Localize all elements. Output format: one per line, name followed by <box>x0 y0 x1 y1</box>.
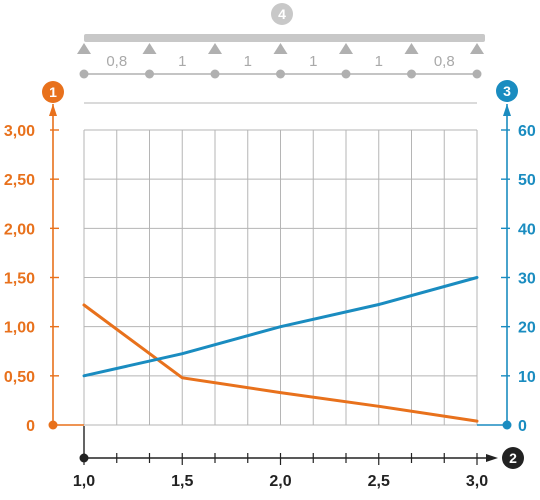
right-axis-arrow <box>503 104 511 116</box>
series-line-left <box>82 303 479 423</box>
x-axis-tick-label: 1,5 <box>171 473 193 490</box>
support-triangle <box>404 43 419 54</box>
support-triangle <box>208 43 222 54</box>
left-axis-tick-label: 2,50 <box>4 172 35 189</box>
right-axis-marker-circle <box>496 80 518 102</box>
span-label: 1 <box>178 53 186 70</box>
x-axis-tick-label: 1,0 <box>73 473 95 490</box>
right-axis-tick-label: 60 <box>518 123 536 140</box>
series-line-right <box>82 276 479 378</box>
right-axis-tick-label: 10 <box>518 369 536 386</box>
left-origin-dot <box>48 420 58 430</box>
left-axis-marker-label: 1 <box>49 84 57 100</box>
beam-bar <box>84 34 485 42</box>
beam-marker-circle <box>271 3 293 25</box>
x-axis-tick-label: 2,0 <box>269 473 291 490</box>
support-triangle <box>339 43 353 54</box>
span-label: 1 <box>309 53 317 70</box>
right-axis-tick-label: 50 <box>518 172 536 189</box>
support-triangle <box>273 43 288 54</box>
support-triangle <box>470 43 484 54</box>
span-label-bg <box>360 51 397 69</box>
span-label-bg <box>164 51 201 69</box>
chart-axes: 0 0,50 1,00 1,50 2,00 2,50 3,00 0 10 20 30 40 50 60 1,… <box>4 104 536 490</box>
left-axis-tick-label: 2,00 <box>4 221 35 238</box>
right-axis-marker-label: 3 <box>503 83 511 99</box>
right-axis-tick-label: 0 <box>518 418 527 435</box>
span-label: 1 <box>244 53 252 70</box>
left-axis-marker-circle <box>42 81 64 103</box>
support-triangle <box>77 43 91 54</box>
x-axis-marker-label: 2 <box>509 450 517 466</box>
span-label-bg <box>295 51 332 69</box>
span-label-bg <box>426 51 463 69</box>
chart-series <box>82 276 479 423</box>
right-axis-tick-label: 20 <box>518 320 536 337</box>
x-axis-marker-circle <box>502 447 524 469</box>
left-axis-tick-label: 0,50 <box>4 369 35 386</box>
span-label: 1 <box>375 53 383 70</box>
left-axis-tick-label: 3,00 <box>4 123 35 140</box>
right-axis-tick-label: 40 <box>518 221 536 238</box>
beam-diagram: 0,8 1 1 1 1 0,8 <box>77 34 485 79</box>
span-label-bg <box>98 51 135 69</box>
support-triangle <box>142 43 157 54</box>
left-axis-arrow <box>49 104 57 116</box>
x-axis-tick-label: 2,5 <box>368 473 390 490</box>
span-label: 0,8 <box>434 53 455 70</box>
plot-grid <box>83 102 478 426</box>
span-label: 0,8 <box>106 53 127 70</box>
right-origin-dot <box>502 420 512 430</box>
axis-markers: 1 3 2 4 <box>42 3 524 469</box>
beam-marker-label: 4 <box>278 6 286 22</box>
left-axis-tick-label: 1,00 <box>4 320 35 337</box>
right-axis-tick-label: 30 <box>518 271 536 288</box>
x-axis-arrow <box>486 454 498 462</box>
span-label-bg <box>229 51 266 69</box>
left-axis-tick-label: 0 <box>26 418 35 435</box>
x-axis-tick-label: 3,0 <box>466 473 488 490</box>
left-axis-tick-label: 1,50 <box>4 271 35 288</box>
x-origin-dot <box>79 453 89 463</box>
